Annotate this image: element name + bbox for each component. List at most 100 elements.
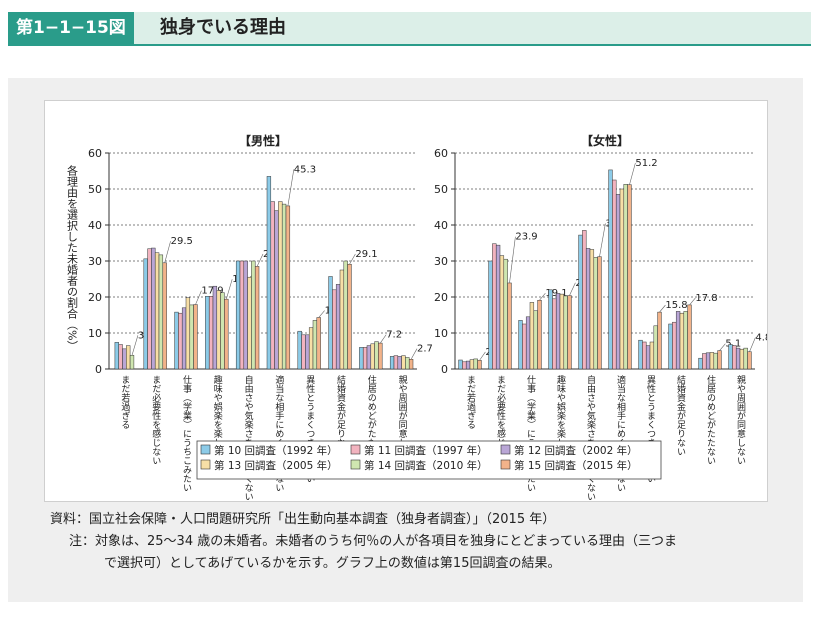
bar	[507, 282, 512, 370]
bar	[174, 311, 179, 370]
y-tick-label: 40	[434, 219, 448, 232]
bar	[274, 210, 279, 370]
data-label-leader	[195, 290, 202, 305]
bar	[401, 355, 406, 370]
bar	[122, 348, 127, 370]
bar	[370, 343, 375, 370]
data-label: 17.8	[695, 293, 717, 304]
bar	[675, 311, 681, 370]
bar	[548, 289, 553, 370]
bar	[735, 347, 741, 370]
x-category-label: 自由さや気楽さを失いたくない	[243, 374, 254, 501]
chart-card: 【男性】01020304050603.8まだ若過ぎる29.5まだ必要性を感じない…	[44, 100, 768, 502]
figure-number: 第1−1−15図	[8, 12, 134, 44]
y-tick-label: 60	[434, 147, 448, 160]
bar	[488, 260, 493, 370]
x-category-label: 住居のめどがたたない	[366, 374, 377, 465]
bar	[585, 248, 591, 370]
bar	[154, 252, 160, 370]
legend-swatch	[200, 459, 211, 470]
y-tick-label: 60	[88, 147, 102, 160]
bar	[499, 255, 505, 370]
bar	[638, 339, 643, 370]
bar	[270, 201, 275, 370]
bar	[627, 184, 632, 370]
data-label-leader	[509, 236, 516, 283]
legend-box	[196, 440, 662, 480]
data-label-leader	[380, 334, 387, 344]
bar	[589, 249, 595, 370]
bar	[533, 310, 538, 370]
bar	[608, 169, 613, 370]
x-category-label: 仕事（学業）にうちこみたい	[181, 374, 192, 492]
bar	[254, 266, 260, 370]
bar	[559, 293, 565, 370]
legend-label: 第 11 回調査（1997 年）	[364, 444, 488, 457]
y-tick-label: 0	[95, 363, 102, 376]
y-axis-label: 各理由を選択した未婚者の割合（%）	[66, 164, 79, 352]
bar	[235, 260, 241, 370]
x-category-label: 適当な相手にめぐり会わない	[615, 374, 626, 492]
x-category-label: まだ必要性を感じない	[495, 375, 506, 465]
data-label-leader	[410, 348, 418, 360]
y-tick-label: 30	[88, 255, 102, 268]
bar	[178, 312, 183, 370]
bar	[129, 355, 135, 370]
bar	[332, 289, 337, 370]
data-label-leader	[164, 240, 171, 263]
y-tick-label: 30	[434, 255, 448, 268]
data-label-leader	[479, 351, 486, 361]
y-tick-label: 20	[88, 291, 102, 304]
data-label-leader	[287, 169, 295, 206]
bar	[405, 357, 410, 370]
bar	[343, 260, 348, 370]
legend-swatch	[500, 459, 511, 470]
bar	[389, 356, 395, 370]
data-label-leader	[629, 162, 636, 185]
bar	[555, 293, 561, 370]
bar	[582, 230, 587, 370]
bar	[529, 302, 535, 370]
bar	[615, 194, 621, 370]
bar	[266, 176, 272, 370]
bar	[642, 341, 647, 370]
x-category-label: 異性とうまくつきあえない	[304, 375, 315, 483]
data-label-leader	[689, 297, 696, 306]
chart-svg: 【男性】01020304050603.8まだ若過ぎる29.5まだ必要性を感じない…	[66, 133, 768, 501]
bar	[224, 298, 229, 370]
bar	[185, 297, 191, 370]
bar	[525, 316, 531, 370]
legend-swatch	[500, 444, 511, 455]
x-category-label: 異性とうまくつきあえない	[645, 375, 656, 483]
bar	[672, 321, 677, 370]
bar	[126, 345, 131, 370]
bar	[114, 342, 119, 370]
legend-label: 第 10 回調査（1992 年）	[214, 444, 338, 457]
bar	[462, 361, 467, 370]
bar	[469, 359, 475, 370]
bar	[147, 248, 152, 370]
x-category-label: 趣味や娯楽を楽しみたい	[212, 374, 223, 474]
data-label-leader	[719, 343, 726, 351]
x-category-label: まだ必要性を感じない	[150, 375, 161, 465]
data-label: 15.8	[665, 300, 687, 311]
x-category-label: 結婚資金が足りない	[335, 374, 346, 456]
legend-label: 第 15 回調査（2015 年）	[514, 459, 638, 472]
panel-title: 【男性】	[239, 133, 287, 148]
bar	[335, 284, 341, 370]
bar	[251, 260, 256, 370]
bar	[552, 298, 557, 370]
bar	[743, 347, 748, 370]
bar	[297, 330, 302, 370]
data-label-leader	[226, 279, 233, 300]
y-tick-label: 20	[434, 291, 448, 304]
bar	[247, 276, 252, 370]
bar	[220, 292, 225, 370]
bar	[205, 296, 210, 370]
data-label: 29.5	[171, 236, 193, 247]
bar	[492, 243, 497, 370]
bar	[181, 307, 187, 370]
bar	[374, 341, 379, 370]
data-label-leader	[131, 335, 139, 356]
data-label: 29.1	[355, 249, 377, 260]
